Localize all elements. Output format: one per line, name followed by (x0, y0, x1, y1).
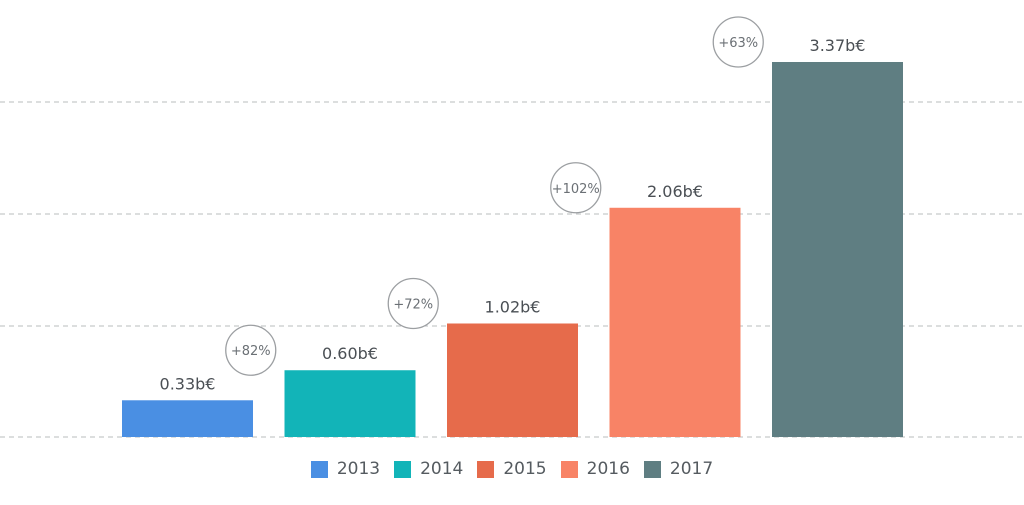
legend-swatch (310, 460, 328, 478)
legend-swatch (477, 460, 495, 478)
growth-label: +82% (231, 344, 271, 359)
growth-label: +63% (718, 36, 758, 51)
bar-value-label: 1.02b€ (485, 297, 541, 316)
bar-chart: 0.33b€ 0.60b€ 1.02b€ 2.06b€ 3.37b€ +82% +72% +1… (0, 16, 1024, 438)
growth-bubble (225, 324, 277, 376)
bar-value-label: 0.60b€ (322, 344, 378, 363)
bar (284, 370, 416, 437)
legend-label: 2015 (503, 459, 547, 479)
legend-item: 2015 (477, 459, 547, 479)
legend-item: 2016 (560, 459, 630, 479)
legend-swatch (560, 460, 578, 478)
growth-bubble (550, 162, 602, 214)
chart-legend: 2013 2014 2015 2016 2017 (0, 455, 1024, 483)
legend-item: 2013 (310, 459, 381, 479)
bar-value-label: 2.06b€ (647, 182, 703, 201)
bar-value-label: 3.37b€ (810, 36, 866, 55)
legend-item: 2017 (643, 459, 714, 479)
bar (447, 323, 578, 437)
bar-value-label: 0.33b€ (160, 374, 216, 393)
legend-item: 2014 (394, 459, 463, 479)
growth-bubble (712, 16, 764, 68)
bar (122, 400, 253, 437)
growth-label: +102% (552, 182, 600, 197)
growth-label: +72% (393, 297, 433, 312)
legend-label: 2013 (336, 459, 381, 479)
bar (772, 62, 903, 437)
legend-label: 2017 (669, 459, 714, 479)
legend-swatch (394, 460, 412, 478)
legend-swatch (643, 460, 661, 478)
legend-label: 2014 (420, 459, 464, 479)
bar (609, 207, 741, 437)
growth-bubble (387, 277, 439, 330)
legend-label: 2016 (586, 459, 630, 479)
